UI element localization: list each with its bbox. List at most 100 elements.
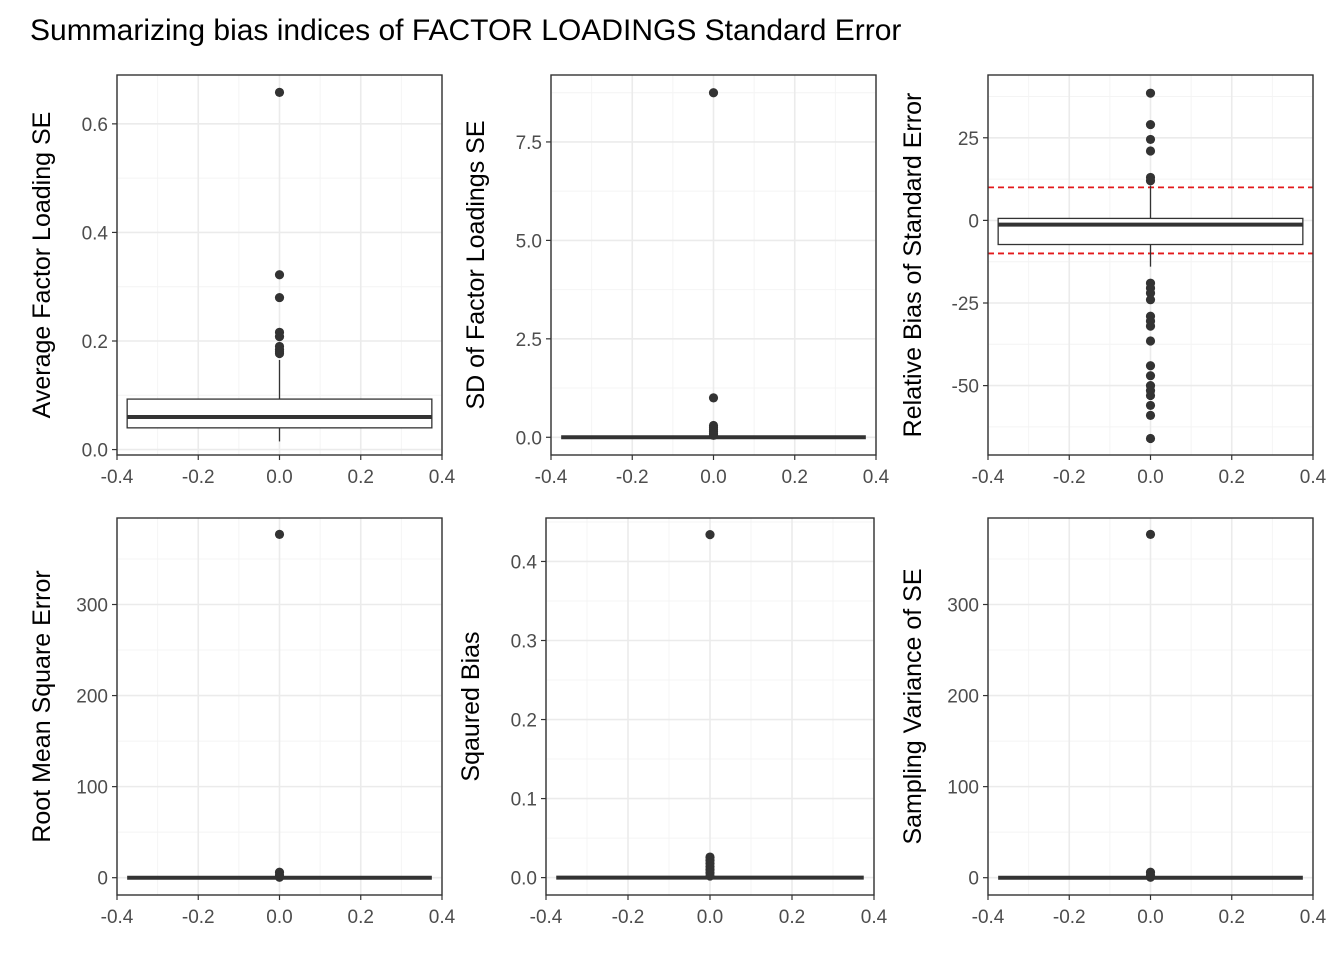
y-axis-title: Sqaured Bias <box>457 631 485 781</box>
y-tick-label: 300 <box>76 596 108 617</box>
y-tick-label: 0.2 <box>82 332 108 353</box>
outlier-point <box>274 348 285 359</box>
y-tick-label: 0.0 <box>516 428 542 449</box>
y-axis-title: Sampling Variance of SE <box>899 568 927 844</box>
outlier-point <box>1145 410 1156 420</box>
outlier-point <box>274 872 285 882</box>
outlier-point <box>1145 400 1156 411</box>
y-tick-label: 100 <box>76 778 108 799</box>
y-tick-label: 2.5 <box>516 330 542 351</box>
y-tick-label: -50 <box>952 377 979 398</box>
y-tick-label: 7.5 <box>516 133 542 154</box>
y-axis-title: Root Mean Square Error <box>28 570 56 842</box>
outlier-point <box>274 270 285 280</box>
y-tick-label: 100 <box>947 778 979 799</box>
x-tick-label: 0.0 <box>697 907 723 928</box>
outlier-point <box>708 430 719 440</box>
y-axis-title: Relative Bias of Standard Error <box>899 93 927 438</box>
x-tick-label: 0.0 <box>1137 907 1163 928</box>
y-axis-title: SD of Factor Loadings SE <box>462 120 490 409</box>
x-tick-label: -0.2 <box>182 907 215 928</box>
x-tick-label: 0.2 <box>1219 907 1245 928</box>
x-tick-label: 0.0 <box>700 467 726 488</box>
outlier-point <box>1145 134 1156 145</box>
outlier-point <box>1145 146 1156 156</box>
chart-panel-6: -0.4 -0.2 0.0 0.2 0.4 0 100 200 300 Sampling Vari… <box>899 517 1327 928</box>
outlier-point <box>1145 433 1156 444</box>
x-tick-label: 0.0 <box>1137 467 1163 488</box>
outlier-point <box>274 332 285 342</box>
y-tick-label: 0.6 <box>82 115 108 136</box>
y-tick-label: 0.3 <box>511 632 537 653</box>
outlier-point <box>1145 390 1156 401</box>
x-tick-label: -0.2 <box>1053 467 1086 488</box>
chart-panel-5: -0.4 -0.2 0.0 0.2 0.4 0.0 0.1 0.2 0.3 0.4 Sqaured … <box>457 517 888 928</box>
outlier-point <box>274 292 285 303</box>
outlier-point <box>1145 336 1156 346</box>
chart-panel-3: -0.4 -0.2 0.0 0.2 0.4 -50 -25 0 25 Relative Bias … <box>899 74 1327 488</box>
x-tick-label: 0.4 <box>863 467 890 488</box>
chart-panel-2: -0.4 -0.2 0.0 0.2 0.4 0.0 2.5 5.0 7.5 SD of Facto… <box>462 74 890 488</box>
x-tick-label: 0.2 <box>782 467 808 488</box>
x-tick-label: 0.0 <box>266 467 292 488</box>
x-tick-label: 0.4 <box>429 907 456 928</box>
x-tick-label: -0.4 <box>972 907 1005 928</box>
chart-panel-4: -0.4 -0.2 0.0 0.2 0.4 0 100 200 300 Root Mean Squ… <box>28 517 456 928</box>
x-tick-label: 0.2 <box>348 467 374 488</box>
x-tick-label: -0.2 <box>182 467 215 488</box>
x-tick-label: 0.2 <box>348 907 374 928</box>
y-tick-label: -25 <box>952 294 979 315</box>
x-tick-label: 0.4 <box>861 907 888 928</box>
box-iqr <box>997 217 1304 246</box>
outlier-point <box>1145 872 1156 882</box>
y-tick-label: 0.0 <box>82 441 108 462</box>
y-tick-label: 5.0 <box>516 231 542 252</box>
x-tick-label: -0.4 <box>530 907 563 928</box>
outlier-point <box>1145 88 1156 98</box>
x-tick-label: -0.4 <box>535 467 568 488</box>
y-tick-label: 0 <box>968 869 979 890</box>
outlier-point <box>705 871 715 881</box>
outlier-point <box>708 393 719 403</box>
y-tick-label: 200 <box>76 687 108 708</box>
y-tick-label: 0 <box>97 869 108 890</box>
y-tick-label: 0.0 <box>511 869 537 890</box>
outlier-point <box>1145 176 1156 186</box>
x-tick-label: 0.4 <box>1300 907 1327 928</box>
y-tick-label: 300 <box>947 596 979 617</box>
outlier-point <box>705 529 715 540</box>
outlier-point <box>1145 361 1156 371</box>
outlier-point <box>708 88 719 98</box>
figure-title: Summarizing bias indices of FACTOR LOADI… <box>30 14 901 47</box>
y-tick-label: 0.4 <box>82 223 109 244</box>
y-tick-label: 25 <box>958 129 979 150</box>
outlier-point <box>274 529 285 539</box>
y-tick-label: 0 <box>968 211 979 232</box>
x-tick-label: 0.2 <box>779 907 805 928</box>
box-iqr <box>126 398 433 429</box>
outlier-point <box>1145 288 1156 298</box>
x-tick-label: -0.2 <box>612 907 645 928</box>
x-tick-label: 0.2 <box>1219 467 1245 488</box>
outlier-point <box>1145 371 1156 381</box>
chart-panel-1: -0.4 -0.2 0.0 0.2 0.4 0.0 0.2 0.4 0.6 Average Fac… <box>28 74 456 488</box>
y-axis-title: Average Factor Loading SE <box>28 112 56 419</box>
y-tick-label: 0.1 <box>511 790 537 811</box>
outlier-point <box>274 87 285 97</box>
x-tick-label: -0.4 <box>101 907 134 928</box>
outlier-point <box>1145 295 1156 305</box>
outlier-point <box>1145 119 1156 130</box>
outlier-point <box>1145 321 1156 331</box>
y-tick-label: 0.2 <box>511 711 537 732</box>
x-tick-label: -0.2 <box>1053 907 1086 928</box>
y-tick-label: 200 <box>947 687 979 708</box>
x-tick-label: 0.4 <box>429 467 456 488</box>
x-tick-label: 0.0 <box>266 907 292 928</box>
x-tick-label: -0.4 <box>101 467 134 488</box>
y-tick-label: 0.4 <box>511 552 538 573</box>
x-tick-label: -0.4 <box>972 467 1005 488</box>
x-tick-label: -0.2 <box>616 467 649 488</box>
x-tick-label: 0.4 <box>1300 467 1327 488</box>
